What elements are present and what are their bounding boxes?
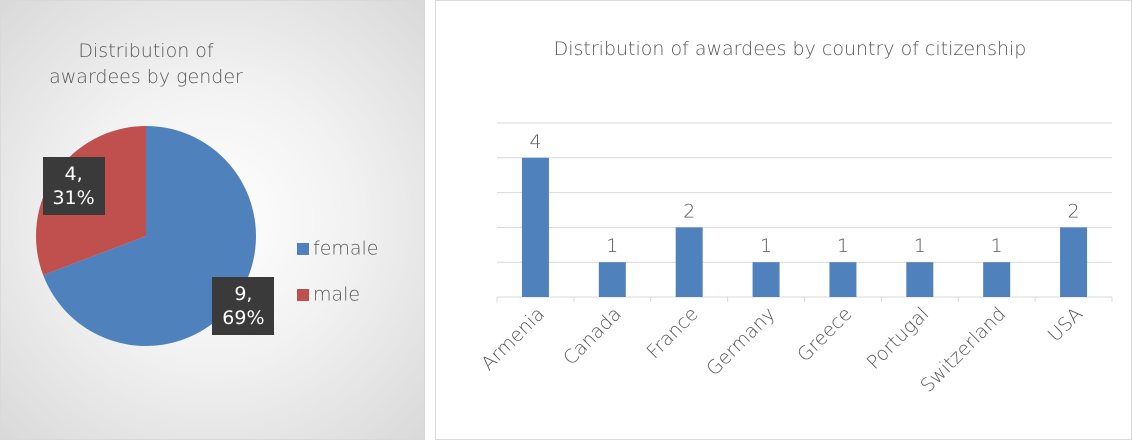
data-label: 2 <box>683 200 695 222</box>
legend-label: female <box>313 238 379 260</box>
data-label: 1 <box>606 235 618 257</box>
pie-slice <box>43 126 257 347</box>
x-tick-label: Germany <box>702 303 779 380</box>
data-label: 4, 31% <box>42 157 105 215</box>
bar <box>675 227 703 297</box>
x-tick-label: Canada <box>559 303 626 370</box>
legend-swatch <box>297 243 309 255</box>
bar <box>598 262 626 297</box>
bar <box>752 262 780 297</box>
legend-swatch <box>297 289 309 301</box>
chart-title: Distribution of awardees by country of c… <box>553 38 1027 60</box>
x-tick-label: USA <box>1044 303 1087 346</box>
x-tick-label: France <box>642 303 702 363</box>
x-tick-label: Portugal <box>863 303 934 374</box>
data-label: 2 <box>1068 200 1080 222</box>
data-label: 1 <box>760 235 772 257</box>
data-label: 1 <box>837 235 849 257</box>
bar-panel <box>435 0 1132 440</box>
data-label: 1 <box>914 235 926 257</box>
bar <box>1060 227 1088 297</box>
bar <box>521 157 549 297</box>
legend-label: male <box>313 284 360 306</box>
data-label: 1 <box>991 235 1003 257</box>
x-tick-label: Greece <box>793 303 856 366</box>
data-label: 9, 69% <box>212 276 275 335</box>
x-tick-label: Armenia <box>477 303 549 375</box>
data-label: 4 <box>529 131 541 153</box>
bar <box>906 262 934 297</box>
chart-title: Distribution of awardees by gender <box>49 40 243 88</box>
bar <box>983 262 1011 297</box>
bar <box>829 262 857 297</box>
